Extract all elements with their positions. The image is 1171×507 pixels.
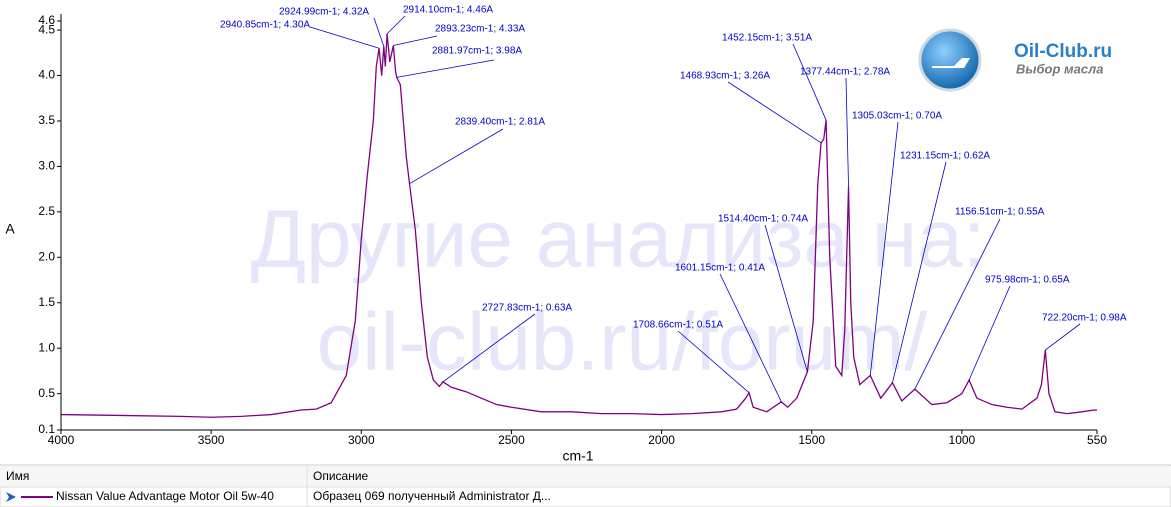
- leader-line: [409, 128, 504, 185]
- leader-line: [442, 313, 536, 383]
- y-axis-label: A: [5, 221, 15, 237]
- peak-annotation: 2924.99cm-1; 4.32A: [279, 7, 369, 18]
- y-tick-label: 4.0: [38, 68, 55, 82]
- peak-annotation: 1468.93cm-1; 3.26A: [680, 71, 770, 82]
- y-tick-label: 2.0: [38, 249, 55, 263]
- leader-line: [792, 43, 827, 121]
- peak-annotation: 1305.03cm-1; 0.70A: [852, 111, 942, 122]
- y-tick-label: 0.5: [38, 386, 55, 400]
- y-tick-label: 1.0: [38, 340, 55, 354]
- row-arrow: [6, 492, 16, 502]
- peak-annotation: 2881.97cm-1; 3.98A: [432, 46, 522, 57]
- leader-line: [869, 121, 899, 376]
- leader-line: [309, 26, 380, 49]
- logo-icon: [918, 28, 982, 92]
- x-tick-label: 1500: [798, 433, 825, 447]
- spectrum-line: [60, 33, 1097, 418]
- y-tick-label: 3.0: [38, 159, 55, 173]
- peak-annotation: 2727.83cm-1; 0.63A: [482, 303, 572, 314]
- x-tick-label: 4000: [48, 433, 75, 447]
- x-tick-label: 1000: [949, 433, 976, 447]
- peak-annotation: 975.98cm-1; 0.65A: [985, 275, 1070, 286]
- leader-line: [719, 273, 782, 402]
- peak-annotation: 1231.15cm-1; 0.62A: [900, 151, 990, 162]
- y-tick-label: 0.1: [38, 422, 55, 436]
- peak-annotation: 2893.23cm-1; 4.33A: [435, 24, 525, 35]
- leader-line: [968, 285, 1011, 381]
- y-tick-label: 4.6: [38, 13, 55, 27]
- table-cell: Образец 069 полученный Administrator Д..…: [313, 489, 551, 503]
- leader-line: [373, 17, 385, 47]
- leader-line: [1045, 323, 1081, 351]
- leader-line: [727, 81, 822, 144]
- leader-line: [396, 59, 495, 78]
- peak-annotation: 1156.51cm-1; 0.55A: [955, 207, 1045, 218]
- y-tick-label: 1.5: [38, 295, 55, 309]
- logo-oil-can: [932, 58, 970, 68]
- x-axis-label: cm-1: [562, 448, 593, 464]
- table-header-cell: Описание: [313, 469, 369, 483]
- peak-annotation: 1514.40cm-1; 0.74A: [718, 214, 808, 225]
- x-tick-label: 2500: [498, 433, 525, 447]
- peak-annotation: 2839.40cm-1; 2.81A: [455, 117, 545, 128]
- leader-line: [677, 330, 750, 394]
- leader-line: [764, 224, 808, 372]
- watermark: oil-club.ru/forum/: [317, 297, 928, 388]
- legend-entry[interactable]: Nissan Value Advantage Motor Oil 5w-40: [56, 489, 274, 503]
- peak-annotation: 1452.15cm-1; 3.51A: [722, 33, 812, 44]
- leader-line: [892, 161, 947, 383]
- leader-line: [914, 218, 1001, 390]
- leader-line: [393, 35, 438, 46]
- logo-subtitle: Выбор масла: [1016, 61, 1103, 76]
- y-tick-label: 4.5: [38, 22, 55, 36]
- logo: Oil-Club.ru Выбор масла: [918, 28, 1112, 92]
- peak-annotation: 2940.85cm-1; 4.30A: [220, 20, 310, 31]
- watermark: Другие анализа на:: [250, 194, 985, 285]
- x-tick-label: 3000: [348, 433, 375, 447]
- x-tick-label: 2000: [648, 433, 675, 447]
- peak-annotation: 1708.66cm-1; 0.51A: [633, 320, 723, 331]
- logo-title: Oil-Club.ru: [1014, 41, 1112, 62]
- y-tick-label: 2.5: [38, 204, 55, 218]
- peak-annotation: 2914.10cm-1; 4.46A: [403, 5, 493, 16]
- peak-annotation: 1377.44cm-1; 2.78A: [800, 67, 890, 78]
- peak-annotation: 1601.15cm-1; 0.41A: [675, 263, 765, 274]
- legend-table: Имя Описание Nissan Value Advantage Moto…: [0, 464, 1171, 507]
- table-header: [0, 466, 1171, 487]
- leader-line: [845, 77, 849, 187]
- table-header-cell: Имя: [6, 469, 29, 483]
- x-tick-label: 550: [1087, 433, 1107, 447]
- x-tick-label: 3500: [198, 433, 225, 447]
- leader-line: [386, 15, 406, 35]
- peak-annotation: 722.20cm-1; 0.98A: [1042, 313, 1127, 324]
- y-tick-label: 3.5: [38, 113, 55, 127]
